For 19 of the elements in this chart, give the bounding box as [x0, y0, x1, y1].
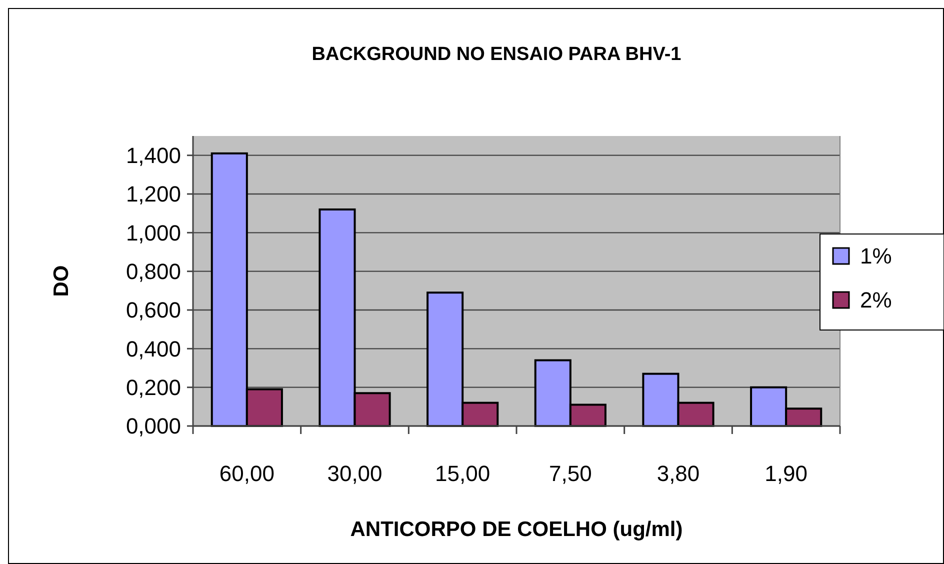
y-tick-label: 0,200 — [126, 375, 181, 400]
x-tick-label: 60,00 — [219, 461, 274, 486]
x-tick-label: 7,50 — [549, 461, 592, 486]
y-tick-label: 1,000 — [126, 220, 181, 246]
x-tick-label: 30,00 — [327, 461, 382, 486]
legend-label: 1% — [860, 244, 892, 269]
y-tick-label: 1,200 — [126, 182, 181, 207]
x-axis-title: ANTICORPO DE COELHO (ug/ml) — [350, 518, 683, 541]
y-axis-title: DO — [50, 265, 73, 297]
chart-title: BACKGROUND NO ENSAIO PARA BHV-1 — [312, 44, 682, 65]
y-tick-label: 0,000 — [126, 414, 181, 439]
legend-label: 2% — [860, 288, 892, 313]
y-tick-label: 0,400 — [126, 336, 181, 362]
y-tick-label: 0,800 — [126, 259, 181, 284]
y-tick-label: 0,600 — [126, 298, 181, 323]
x-tick-label: 1,90 — [764, 461, 808, 486]
x-tick-label: 3,80 — [656, 461, 700, 486]
x-tick-label: 15,00 — [435, 461, 490, 486]
y-tick-label: 1,400 — [126, 143, 181, 168]
